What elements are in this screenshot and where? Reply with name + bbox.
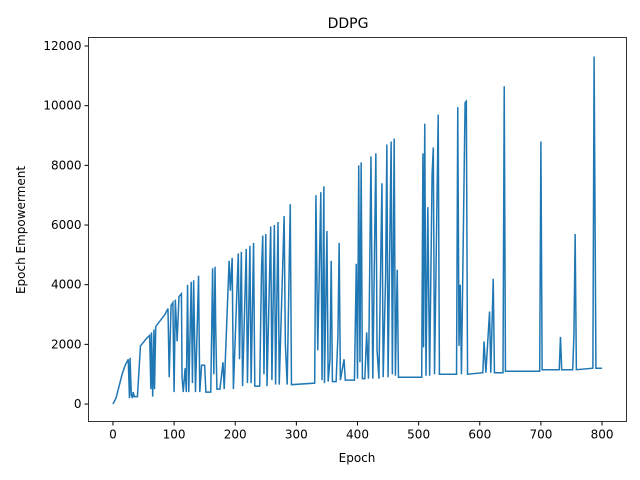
y-tick-label: 10000 xyxy=(43,99,81,113)
y-tick-label: 12000 xyxy=(43,39,81,53)
y-tick-label: 4000 xyxy=(51,278,82,292)
y-tick-label: 6000 xyxy=(51,218,82,232)
x-tick-label: 0 xyxy=(109,428,117,442)
y-tick-label: 8000 xyxy=(51,158,82,172)
chart-title: DDPG xyxy=(328,16,369,32)
line xyxy=(112,56,603,405)
x-tick-label: 300 xyxy=(285,428,308,442)
plot-frame xyxy=(88,37,627,422)
x-tick-label: 400 xyxy=(346,428,369,442)
y-axis-label: Epoch Empowerment xyxy=(14,166,28,294)
y-tick-label: 2000 xyxy=(51,337,82,351)
x-tick-label: 100 xyxy=(163,428,186,442)
x-tick-label: 500 xyxy=(407,428,430,442)
y-tick-label: 0 xyxy=(74,397,82,411)
x-tick-label: 700 xyxy=(529,428,552,442)
x-tick-label: 200 xyxy=(224,428,247,442)
x-tick-label: 800 xyxy=(591,428,614,442)
x-axis-label: Epoch xyxy=(339,451,376,465)
x-tick-label: 600 xyxy=(468,428,491,442)
